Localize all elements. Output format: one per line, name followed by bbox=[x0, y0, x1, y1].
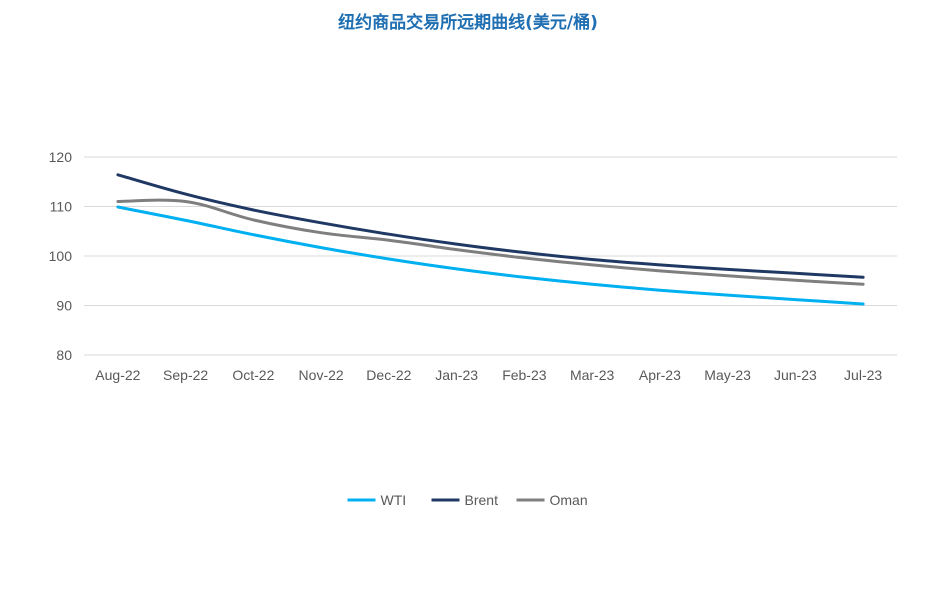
series-line-brent bbox=[116, 173, 865, 279]
x-tick-label: Sep-22 bbox=[163, 367, 208, 383]
x-axis-ticks: Aug-22 Sep-22 Oct-22 Nov-22 Dec-22 Jan-23 Feb-… bbox=[95, 367, 882, 383]
series-line-oman bbox=[116, 198, 865, 286]
x-tick-label: Jan-23 bbox=[435, 367, 478, 383]
legend-item-brent: Brent bbox=[431, 492, 499, 508]
y-tick-label: 90 bbox=[56, 298, 72, 314]
series-lines bbox=[116, 173, 865, 306]
x-tick-label: Jul-23 bbox=[844, 367, 882, 383]
x-tick-label: Nov-22 bbox=[299, 367, 344, 383]
y-axis-ticks: 80 90 100 110 120 bbox=[49, 149, 73, 363]
chart-title: 纽约商品交易所远期曲线(美元/桶) bbox=[338, 12, 598, 33]
legend-label: WTI bbox=[381, 492, 407, 508]
x-tick-label: Jun-23 bbox=[774, 367, 817, 383]
legend-label: Oman bbox=[550, 492, 588, 508]
x-tick-label: Apr-23 bbox=[639, 367, 681, 383]
x-tick-label: Oct-22 bbox=[232, 367, 274, 383]
x-tick-label: Dec-22 bbox=[366, 367, 411, 383]
y-tick-label: 80 bbox=[56, 347, 72, 363]
legend: WTI Brent Oman bbox=[347, 492, 588, 508]
legend-item-wti: WTI bbox=[347, 492, 407, 508]
legend-item-oman: Oman bbox=[516, 492, 588, 508]
y-tick-label: 110 bbox=[50, 199, 73, 215]
x-tick-label: May-23 bbox=[704, 367, 751, 383]
x-tick-label: Aug-22 bbox=[95, 367, 140, 383]
legend-label: Brent bbox=[465, 492, 499, 508]
grid-lines bbox=[84, 156, 897, 356]
y-tick-label: 100 bbox=[49, 248, 73, 264]
x-tick-label: Mar-23 bbox=[570, 367, 615, 383]
x-tick-label: Feb-23 bbox=[502, 367, 547, 383]
y-tick-label: 120 bbox=[49, 149, 73, 165]
series-line-wti bbox=[116, 205, 865, 306]
